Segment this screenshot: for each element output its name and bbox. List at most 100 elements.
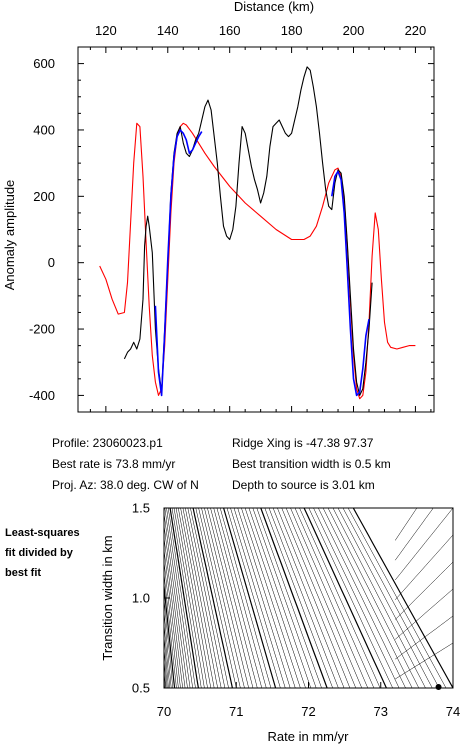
contour-line [395,534,453,600]
series-observed-line [123,66,373,396]
contour-line [185,508,222,688]
contour-y-tick-label: 1.5 [132,501,150,516]
contour-line [219,508,272,688]
contour-line [395,642,453,680]
contour-line [256,508,322,688]
best-rate-label: Best rate is 73.8 mm/yr [52,457,175,471]
contour-line [187,508,226,688]
x-tick-labels: 120 140 160 180 200 220 [95,23,426,38]
contour-line [308,508,393,688]
contour-x-tick-label: 72 [301,704,315,719]
contour-line [303,508,387,688]
contour-line [395,561,453,620]
contour-line [313,508,400,688]
contour-line [210,508,258,688]
contour-line [264,508,333,688]
contour-line [230,508,286,688]
best-fit-point [435,684,442,690]
contour-x-axis-title: Rate in mm/yr [268,729,350,744]
depth-label: Depth to source is 3.01 km [232,478,375,492]
plot-frame [77,46,435,413]
y-tick-label: 400 [33,122,55,137]
contour-line [164,644,168,688]
contour-line [178,508,212,688]
contour-x-tick-label: 74 [446,704,460,719]
series-fit-window-line [331,170,370,397]
contour-line [164,608,172,688]
contour-line [260,508,328,688]
contour-line [180,508,215,688]
best-fit-marker-group [435,684,442,690]
contour-axis-ticks [163,507,454,689]
contour-x-tick-label: 71 [229,704,243,719]
contour-line [164,523,186,688]
projection-azimuth-label: Proj. Az: 38.0 deg. CW of N [52,478,199,492]
contour-line [213,508,263,688]
caption-line-3: best fit [5,567,41,579]
x-tick-label: 160 [219,23,241,38]
x-tick-label: 140 [157,23,179,38]
contour-lines [164,508,453,688]
contour-y-tick-label: 1.0 [132,591,150,606]
contour-line [164,677,165,688]
x-tick-label: 220 [405,23,427,38]
contour-line [164,665,166,688]
contour-line [327,508,420,688]
contour-line [233,508,291,688]
contour-line [201,508,245,688]
contour-x-tick-label: 70 [157,704,171,719]
y-tick-label: 200 [33,189,55,204]
contour-line [394,508,434,561]
contour-line [342,508,440,688]
series-model-line [99,122,416,400]
contour-line [173,508,205,688]
contour-line [169,508,199,688]
contour-line [171,508,202,688]
contour-line [322,508,413,688]
contour-line [352,508,453,688]
contour-line [175,508,208,688]
y-tick-label: 0 [48,255,55,270]
contour-line [204,508,249,688]
contour-line [248,508,312,688]
y-tick-label: -400 [29,388,55,403]
contour-line [290,508,369,688]
contour-line [299,508,381,688]
misfit-contour-chart: 70 71 72 73 74 0.5 1.0 1.5 Rate in mm/yr Trans… [100,501,460,745]
info-block: Profile: 23060023.p1 Best rate is 73.8 m… [52,436,391,492]
profile-chart: Distance (km) 120 140 160 180 200 220 -400 -20… [2,0,435,413]
x-axis-title: Distance (km) [234,0,314,14]
y-axis-title: Anomaly amplitude [2,180,17,291]
contour-line [241,508,301,688]
y-tick-label: 600 [33,56,55,71]
contour-line [285,508,363,688]
contour-line [395,615,453,660]
contour-line [164,508,191,688]
series-lines [99,66,416,400]
contour-line [198,508,241,688]
ridge-crossing-label: Ridge Xing is -47.38 97.37 [232,436,374,450]
contour-line [337,508,433,688]
contour-line [167,508,196,688]
contour-line [281,508,357,688]
contour-line [195,508,237,688]
contour-x-tick-labels: 70 71 72 73 74 [157,704,460,719]
caption-line-1: Least-squares [5,527,80,539]
contour-line [237,508,296,688]
caption-line-2: fit divided by [5,547,74,559]
contour-x-tick-label: 73 [374,704,388,719]
x-tick-label: 120 [95,23,117,38]
profile-label: Profile: 23060023.p1 [52,436,163,450]
y-tick-labels: -400 -200 0 200 400 600 [29,56,55,403]
contour-caption: Least-squares fit divided by best fit [5,527,80,579]
contour-line [244,508,306,688]
contour-line [207,508,254,688]
axis-ticks [78,46,434,413]
contour-y-tick-label: 0.5 [132,681,150,696]
contour-line [223,508,277,688]
contour-line [164,621,171,688]
contour-line [252,508,317,688]
series-fit-window-line [154,129,203,397]
x-tick-label: 200 [343,23,365,38]
